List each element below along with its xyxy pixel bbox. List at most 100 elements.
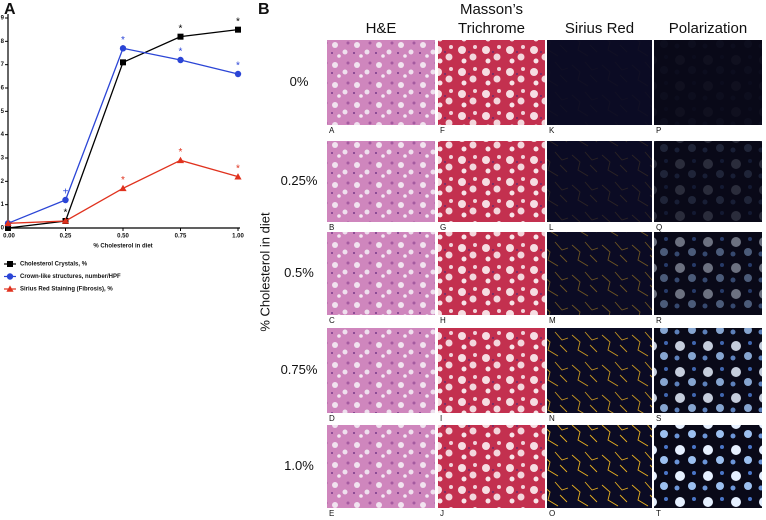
- marker: [120, 59, 126, 66]
- row-label: 1.0%: [284, 458, 314, 473]
- significance: *: [179, 147, 183, 158]
- y-tick-label: 0: [1, 226, 5, 232]
- micrograph: [327, 232, 435, 315]
- micrograph-signal: [547, 40, 652, 125]
- micrograph-signal: [547, 232, 652, 315]
- tile-label: B: [329, 223, 334, 232]
- tile-label: T: [656, 509, 661, 518]
- micrograph-signal: [547, 425, 652, 508]
- tile-label: P: [656, 126, 661, 135]
- significance: *: [236, 16, 240, 27]
- series-line: [7, 159, 239, 224]
- micrograph: [327, 328, 435, 413]
- y-tick-label: 9: [1, 16, 5, 22]
- marker: [119, 45, 127, 52]
- y-tick-label: 2: [1, 179, 5, 185]
- micrograph-signal: [654, 328, 762, 413]
- significance: *: [121, 175, 125, 186]
- tile-label: F: [440, 126, 445, 135]
- y-tick-label: 3: [1, 156, 5, 162]
- significance: *: [179, 23, 183, 34]
- panel-label: A: [4, 1, 16, 18]
- x-axis-label: % Cholesterol in diet: [93, 244, 152, 250]
- legend-marker: [6, 285, 14, 292]
- column-header: Sirius Red: [565, 20, 634, 37]
- column-header: Masson’s: [460, 1, 523, 18]
- significance: *: [64, 208, 68, 219]
- x-tick-label: 0.25: [60, 234, 72, 240]
- tile-label: G: [440, 223, 446, 232]
- y-tick-label: 8: [1, 39, 5, 45]
- micrograph: [327, 425, 435, 508]
- micrograph: [327, 40, 435, 125]
- tile-label: L: [549, 223, 554, 232]
- column-header: Trichrome: [458, 20, 525, 37]
- micrograph: [327, 141, 435, 222]
- marker: [62, 196, 69, 204]
- marker: [176, 156, 185, 164]
- micrograph-signal: [654, 425, 762, 508]
- column-header: Polarization: [669, 20, 747, 37]
- x-tick-label: 0.00: [3, 234, 15, 240]
- marker: [61, 217, 70, 224]
- series-line: [7, 47, 239, 224]
- x-tick-label: 0.75: [175, 234, 187, 240]
- legend-label: Sirius Red Staining (Fibrosis), %: [20, 287, 113, 293]
- y-label: % Cholesterol in diet: [257, 212, 272, 332]
- panel-b: H&E Masson’s Trichrome Sirius Red Polarizati…: [257, 1, 762, 518]
- x-tick-label: 1.00: [232, 234, 244, 240]
- significance: +: [63, 187, 69, 198]
- marker: [234, 70, 242, 78]
- tile-label: R: [656, 316, 662, 325]
- micrograph: [438, 232, 545, 315]
- marker: [119, 184, 127, 192]
- row-label: 0.5%: [284, 265, 314, 280]
- marker: [4, 219, 12, 227]
- tile-label: C: [329, 316, 335, 325]
- tile-label: A: [329, 126, 335, 135]
- row-label: 0.75%: [281, 362, 318, 377]
- tile-label: H: [440, 316, 446, 325]
- micrograph: [438, 425, 545, 508]
- y-tick-label: 5: [1, 109, 5, 115]
- marker: [177, 56, 184, 64]
- significance: *: [236, 61, 240, 72]
- marker: [235, 26, 241, 33]
- tile-label: D: [329, 414, 335, 423]
- marker: [234, 173, 242, 180]
- micrograph-signal: [654, 40, 762, 125]
- tile-label: M: [549, 316, 556, 325]
- micrograph: [547, 40, 652, 125]
- y-tick-label: 7: [1, 62, 5, 68]
- panel-a: 0 1 2 3 4 5 6 7 8 9 0.00 0.25 0.50 0.75 1.00 % Choleste…: [1, 14, 244, 293]
- tile-label: Q: [656, 223, 662, 232]
- column-header: H&E: [366, 20, 397, 37]
- micrograph: [654, 40, 762, 125]
- legend-marker: [6, 273, 14, 280]
- marker: [177, 33, 184, 40]
- tile-label: K: [549, 126, 555, 135]
- micrograph-signal: [654, 141, 762, 222]
- significance: *: [179, 47, 183, 58]
- micrograph: [438, 40, 545, 125]
- legend-label: Cholesterol Crystals, %: [20, 262, 88, 268]
- micrograph-signal: [547, 141, 652, 222]
- legend-label: Crown-like structures, number/HPF: [20, 274, 121, 280]
- micrograph-signal: [547, 328, 652, 413]
- panel-label: B: [258, 1, 270, 18]
- micrograph-signal: [654, 232, 762, 315]
- tile-label: N: [549, 414, 555, 423]
- tile-label: I: [440, 414, 442, 423]
- legend-marker: [7, 261, 13, 267]
- y-tick-label: 6: [1, 86, 5, 92]
- marker: [5, 225, 11, 231]
- significance: *: [121, 35, 125, 46]
- micrograph: [438, 141, 545, 222]
- micrograph: [438, 328, 545, 413]
- tile-label: J: [440, 509, 444, 518]
- y-tick-label: 1: [1, 202, 5, 208]
- tile-label: E: [329, 509, 334, 518]
- tile-label: S: [656, 414, 661, 423]
- tile-label: O: [549, 509, 555, 518]
